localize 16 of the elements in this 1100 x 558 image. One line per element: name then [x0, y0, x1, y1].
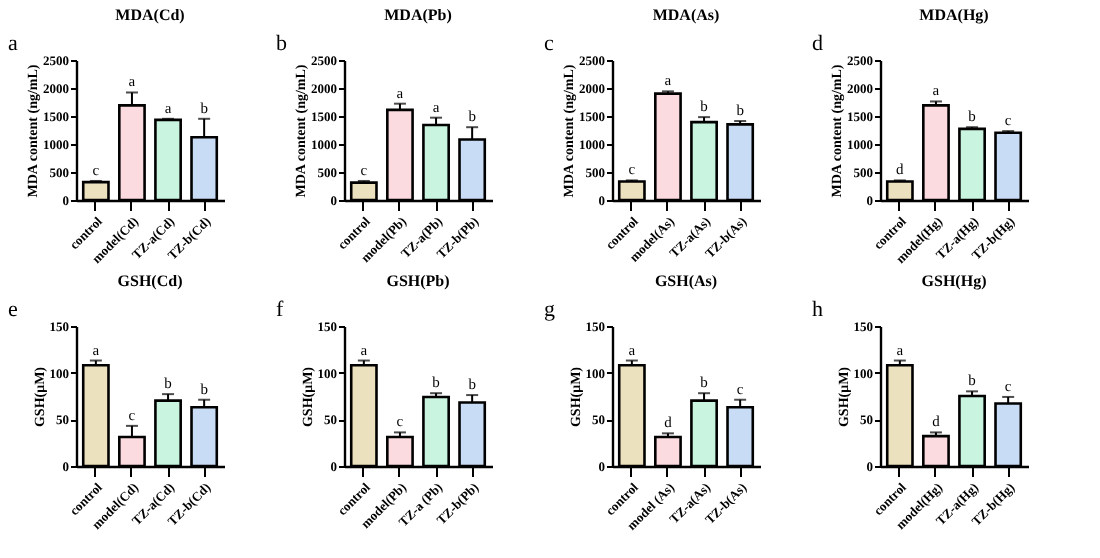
- chart-title: GSH(Pb): [386, 272, 451, 290]
- chart-title: MDA(Pb): [384, 6, 453, 24]
- chart-title: GSH(Cd): [117, 272, 184, 290]
- text: b: [276, 32, 288, 56]
- text: h: [812, 298, 824, 322]
- text: a: [8, 32, 18, 56]
- text: f: [276, 298, 284, 322]
- text: c: [544, 32, 554, 56]
- text: d: [812, 32, 824, 56]
- text: e: [8, 298, 18, 322]
- chart-title: GSH(As): [654, 272, 718, 290]
- text: g: [544, 298, 556, 322]
- chart-title: MDA(As): [652, 6, 720, 24]
- chart-title: GSH(Hg): [921, 272, 988, 290]
- chart-title: MDA(Hg): [919, 6, 990, 24]
- chart-title: MDA(Cd): [115, 6, 186, 24]
